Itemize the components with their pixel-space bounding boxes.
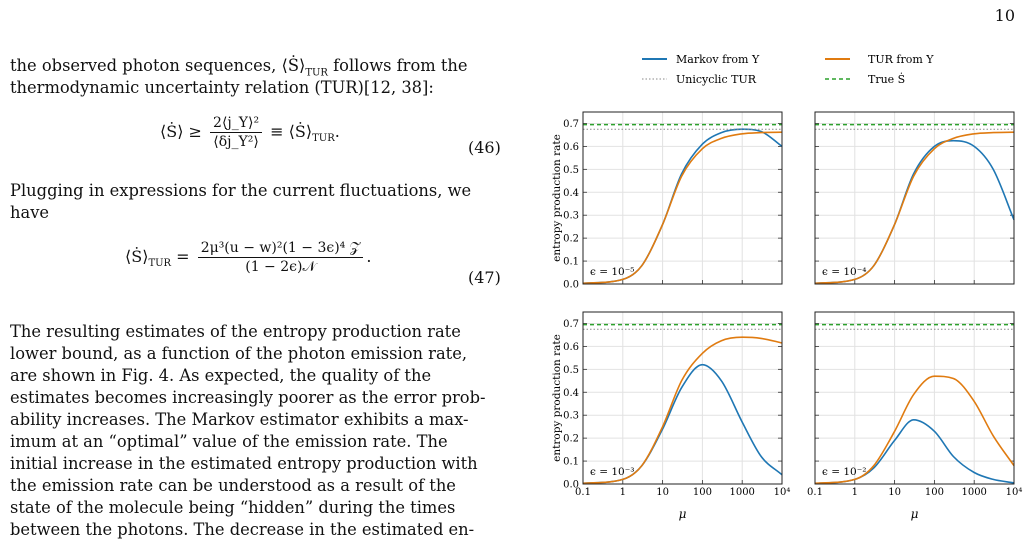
x-axis-label: μ	[679, 507, 687, 521]
paragraph-line: the emission rate can be understood as a…	[10, 476, 456, 495]
equation-number: (46)	[468, 138, 501, 157]
epsilon-annotation: ϵ = 10⁻⁴	[822, 266, 866, 278]
epsilon-annotation: ϵ = 10⁻³	[590, 466, 634, 478]
epsilon-annotation: ϵ = 10⁻²	[822, 466, 866, 478]
paragraph-line: between the photons. The decrease in the…	[10, 520, 475, 539]
y-tick-label: 0.3	[563, 211, 579, 222]
paragraph-line: lower bound, as a function of the photon…	[10, 344, 468, 363]
paragraph-line: imum at an “optimal” value of the emissi…	[10, 432, 448, 451]
series-line-tur-from-y	[582, 336, 783, 485]
legend: Markov from Y TUR from Y Unicyclic TUR T…	[642, 53, 934, 86]
x-axis-label: μ	[911, 507, 919, 521]
paragraph-line: The resulting estimates of the entropy p…	[10, 322, 461, 341]
eq47-denominator: (1 − 2ϵ)𝒩	[245, 259, 316, 275]
text-line: the observed photon sequences, ⟨Ṡ⟩TUR fo…	[10, 56, 468, 79]
legend-markov-label: Markov from Y	[676, 53, 760, 66]
eq46-numerator: 2⟨j_Y⟩²	[210, 115, 263, 133]
y-tick-label: 0.3	[563, 411, 579, 422]
series-line-markov-from-y	[582, 128, 783, 285]
y-tick-label: 0.1	[563, 457, 579, 468]
x-tick-label: 1000	[961, 487, 986, 498]
x-tick-label: 100	[925, 487, 944, 498]
paragraph-line: initial increase in the estimated entrop…	[10, 454, 478, 473]
x-tick-label: 0.1	[575, 487, 591, 498]
x-tick-label: 0.1	[807, 487, 823, 498]
equation-47: ⟨Ṡ⟩TUR = 2μ³(u − w)²(1 − 3ϵ)⁴ 𝒵 (1 − 2ϵ)𝒩…	[125, 240, 372, 275]
text-line: Plugging in expressions for the current …	[10, 181, 472, 200]
legend-unicyclic-label: Unicyclic TUR	[676, 73, 757, 86]
series-line-markov-from-y	[814, 139, 1015, 285]
figure-4: Markov from Y TUR from Y Unicyclic TUR T…	[551, 53, 1023, 521]
x-tick-label: 10	[656, 487, 669, 498]
eq46-denominator: ⟨δj_Y²⟩	[213, 134, 259, 150]
y-tick-label: 0.6	[563, 342, 579, 353]
plot-frame	[582, 111, 783, 285]
x-tick-label: 10⁴	[774, 487, 791, 498]
y-tick-label: 0.0	[563, 280, 579, 291]
epsilon-annotation: ϵ = 10⁻⁵	[590, 266, 634, 278]
text-line: thermodynamic uncertainty relation (TUR)…	[10, 78, 434, 97]
paragraph-line: ability increases. The Markov estimator …	[10, 410, 469, 429]
y-tick-label: 0.0	[563, 480, 579, 491]
y-tick-label: 0.5	[563, 365, 579, 376]
paragraph-line: are shown in Fig. 4. As expected, the qu…	[10, 366, 432, 385]
y-tick-label: 0.4	[563, 388, 579, 399]
series-line-tur-from-y	[582, 131, 783, 285]
series-line-tur-from-y	[814, 375, 1015, 485]
series-line-tur-from-y	[814, 131, 1015, 285]
x-tick-label: 10	[888, 487, 901, 498]
y-tick-label: 0.1	[563, 257, 579, 268]
eq47-numerator: 2μ³(u − w)²(1 − 3ϵ)⁴ 𝒵	[197, 240, 364, 258]
y-tick-label: 0.2	[563, 434, 579, 445]
x-tick-label: 1	[620, 487, 626, 498]
legend-true-label: True Ṡ	[868, 72, 905, 86]
y-tick-label: 0.6	[563, 142, 579, 153]
paragraph-line: state of the molecule being “hidden” dur…	[10, 498, 456, 517]
y-axis-label: entropy production rate	[551, 134, 563, 262]
x-tick-label: 1000	[729, 487, 754, 498]
x-tick-label: 100	[693, 487, 712, 498]
y-tick-label: 0.7	[563, 119, 579, 130]
y-tick-label: 0.2	[563, 234, 579, 245]
equation-46: ⟨Ṡ⟩ ≥ 2⟨j_Y⟩² ⟨δj_Y²⟩ ≡ ⟨Ṡ⟩TUR.	[160, 115, 340, 150]
x-tick-label: 1	[852, 487, 858, 498]
plot-frame	[582, 311, 783, 485]
text-line: have	[10, 203, 50, 222]
legend-tur-label: TUR from Y	[868, 53, 934, 66]
y-tick-label: 0.7	[563, 319, 579, 330]
y-tick-label: 0.4	[563, 188, 579, 199]
plot-frame	[814, 111, 1015, 285]
y-tick-label: 0.5	[563, 165, 579, 176]
x-tick-label: 10⁴	[1006, 487, 1023, 498]
plot-frame	[814, 311, 1015, 485]
page-number: 10	[994, 6, 1015, 25]
paragraph-line: estimates becomes increasingly poorer as…	[10, 388, 486, 407]
equation-number: (47)	[468, 268, 501, 287]
y-axis-label: entropy production rate	[551, 334, 563, 462]
